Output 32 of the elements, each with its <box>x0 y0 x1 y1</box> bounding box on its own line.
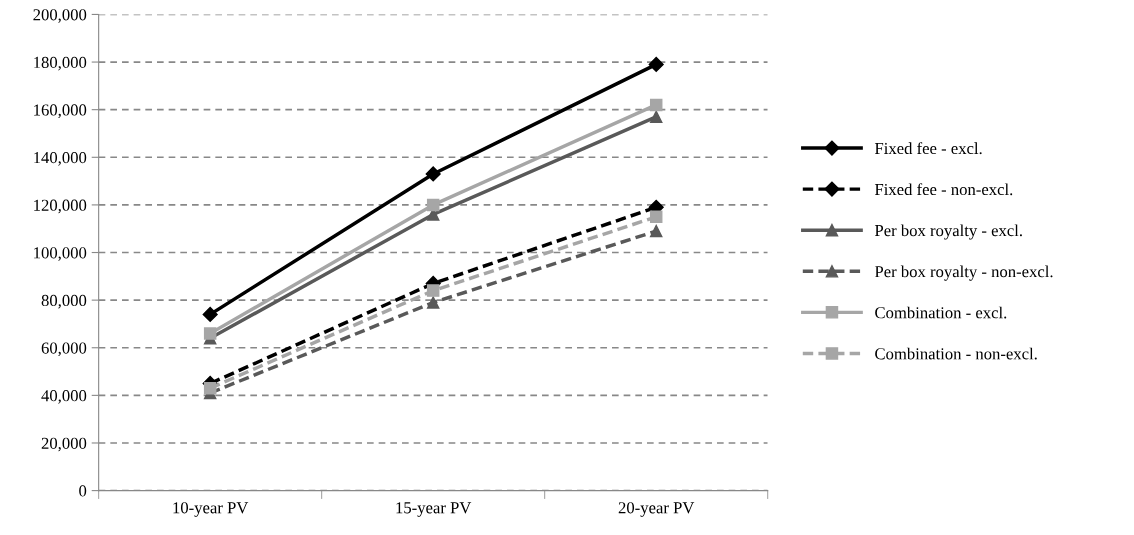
point <box>649 110 663 124</box>
y-tick-label: 60,000 <box>41 342 87 357</box>
point <box>648 56 664 73</box>
point <box>649 210 663 224</box>
y-tick-label: 180,000 <box>34 56 87 71</box>
y-tick-label: 200,000 <box>33 9 87 23</box>
legend-label: Per box royalty - excl. <box>874 224 1022 240</box>
y-tick-label: 80,000 <box>41 294 87 309</box>
point <box>426 198 440 212</box>
legend-label: Fixed fee - non-excl. <box>874 183 1013 196</box>
point <box>649 98 663 112</box>
y-tick-label: 20,000 <box>41 437 87 452</box>
point <box>203 327 217 340</box>
x-tick-label: 20-year PV <box>618 502 695 517</box>
point <box>426 284 440 297</box>
y-tick-label: 120,000 <box>34 199 87 214</box>
legend-label: Combination - non-excl. <box>875 347 1037 360</box>
point <box>649 224 663 238</box>
y-tick-label: 160,000 <box>34 104 87 119</box>
point <box>203 381 217 395</box>
x-tick-label: 10-year PV <box>173 502 249 517</box>
y-tick-label: 140,000 <box>34 151 87 166</box>
point <box>202 306 218 322</box>
point <box>426 296 440 309</box>
y-tick-label: 0 <box>79 485 87 497</box>
y-tick-label: 100,000 <box>34 247 87 261</box>
legend-label: Combination - excl. <box>875 306 1007 319</box>
point <box>425 166 441 182</box>
legend-label: Fixed fee - excl. <box>874 142 982 155</box>
x-tick-label: 15-year PV <box>396 502 472 517</box>
legend-label: Per box royalty - non-excl. <box>874 265 1053 281</box>
y-tick-label: 40,000 <box>41 390 87 404</box>
